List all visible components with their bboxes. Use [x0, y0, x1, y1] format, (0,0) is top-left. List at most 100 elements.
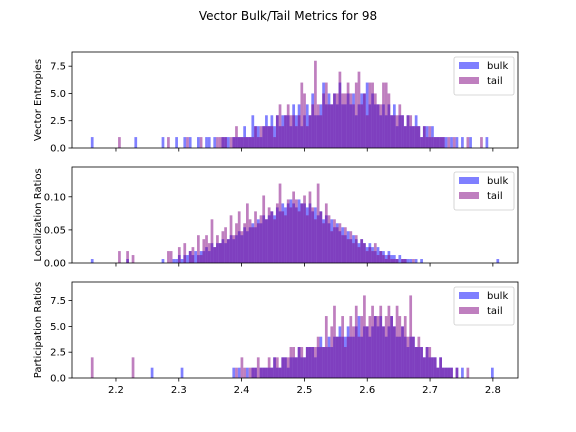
- bar-tail: [224, 137, 227, 148]
- bar-tail: [398, 316, 402, 378]
- bar-tail: [259, 126, 263, 148]
- bar-tail: [303, 357, 306, 378]
- bar-tail: [322, 93, 325, 148]
- bar-tail: [365, 115, 369, 148]
- bar-tail: [292, 347, 295, 378]
- y-tick-label: 7.5: [50, 62, 66, 73]
- bar-tail: [450, 367, 453, 378]
- bar-tail: [270, 211, 274, 263]
- bar-tail: [387, 93, 391, 148]
- bar-tail: [278, 367, 282, 378]
- bar-tail: [316, 336, 320, 378]
- x-tick-label: 2.6: [359, 385, 375, 396]
- bar-tail: [251, 137, 255, 148]
- bar-bulk: [237, 367, 241, 378]
- bar-tail: [319, 211, 323, 263]
- bar-tail: [425, 347, 429, 378]
- x-tick-label: 2.5: [296, 385, 312, 396]
- bar-tail: [199, 255, 203, 263]
- bar-bulk: [188, 137, 192, 148]
- bar-tail: [197, 235, 200, 263]
- bar-tail: [216, 235, 219, 263]
- bar-tail: [412, 126, 415, 148]
- bar-tail: [344, 227, 347, 263]
- bar-tail: [248, 367, 252, 378]
- bar-bulk: [207, 137, 211, 148]
- legend-label-tail: tail: [487, 76, 503, 87]
- bar-tail: [229, 215, 233, 263]
- bar-tail: [229, 137, 233, 148]
- bar-tail: [262, 195, 266, 263]
- bar-tail: [295, 199, 298, 263]
- bar-tail: [183, 243, 187, 263]
- bar-tail: [218, 243, 222, 263]
- bar-tail: [349, 93, 353, 148]
- bar-tail: [267, 357, 271, 378]
- bar-tail: [352, 243, 355, 263]
- bar-bulk: [450, 137, 453, 148]
- bar-tail: [376, 104, 380, 148]
- bar-bulk: [180, 259, 184, 263]
- bar-tail: [401, 259, 404, 263]
- bar-tail: [403, 316, 407, 378]
- bar-bulk: [251, 115, 255, 148]
- bar-bulk: [180, 367, 184, 378]
- bar-tail: [202, 239, 206, 263]
- x-tick-label: 2.7: [422, 385, 438, 396]
- axes-frame: [71, 281, 519, 379]
- bar-tail: [284, 115, 287, 148]
- y-axis-label: Vector Entropies: [33, 59, 44, 141]
- bar-tail: [289, 207, 293, 263]
- bar-tail: [237, 211, 241, 263]
- bar-tail: [338, 336, 342, 378]
- legend-swatch-bulk: [459, 292, 479, 299]
- bar-tail: [344, 93, 347, 148]
- bar-tail: [365, 326, 369, 378]
- x-tick-label: 2.2: [108, 385, 124, 396]
- bar-tail: [324, 82, 328, 148]
- legend: bulk tail: [453, 56, 515, 96]
- x-tick-label: 2.3: [171, 385, 187, 396]
- bar-tail: [395, 305, 399, 378]
- bar-tail: [371, 82, 374, 148]
- bar-tail: [365, 251, 369, 263]
- bar-tail: [384, 259, 388, 263]
- bar-tail: [480, 137, 483, 148]
- bar-tail: [167, 251, 170, 263]
- legend-swatch-tail: [459, 307, 479, 314]
- bar-tail: [387, 255, 391, 263]
- bar-bulk: [469, 137, 472, 148]
- y-tick-label: 5.0: [50, 322, 66, 333]
- bar-tail: [414, 347, 418, 378]
- bar-tail: [131, 357, 135, 378]
- bar-bulk: [134, 137, 138, 148]
- bar-tail: [303, 195, 306, 263]
- bar-tail: [330, 231, 334, 263]
- bar-bulk: [485, 137, 489, 148]
- bar-tail: [278, 104, 282, 148]
- bar-tail: [431, 137, 434, 148]
- bar-tail: [392, 115, 396, 148]
- bar-tail: [420, 347, 423, 378]
- bar-bulk: [226, 137, 230, 148]
- bar-bulk: [197, 137, 200, 148]
- bar-tail: [417, 336, 421, 378]
- bar-tail: [314, 219, 317, 263]
- bar-tail: [297, 211, 301, 263]
- bar-tail: [275, 115, 279, 148]
- bar-tail: [254, 367, 257, 378]
- y-tick-label: 7.5: [50, 296, 66, 307]
- y-tick-label: 0.00: [44, 259, 66, 270]
- bar-tail: [235, 367, 238, 378]
- series-tail: [118, 60, 483, 149]
- legend-label-bulk: bulk: [487, 61, 508, 72]
- bar-tail: [265, 219, 268, 263]
- bar-tail: [439, 137, 442, 148]
- bar-tail: [254, 126, 257, 148]
- y-tick-label: 0.0: [50, 374, 66, 385]
- legend-label-tail: tail: [487, 306, 503, 317]
- bar-tail: [338, 71, 342, 148]
- bar-tail: [371, 251, 374, 263]
- bar-tail: [327, 104, 331, 148]
- bar-tail: [259, 367, 263, 378]
